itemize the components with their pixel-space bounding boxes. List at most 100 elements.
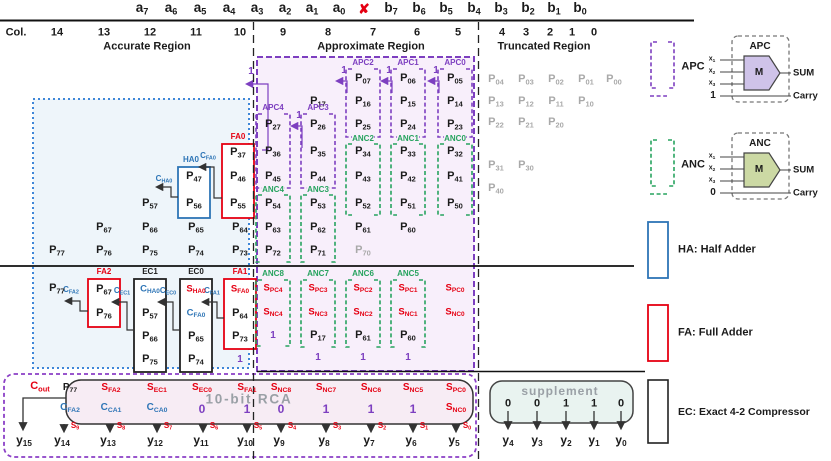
partial-product: P73 xyxy=(232,244,248,258)
partial-product: P54 xyxy=(265,197,281,211)
stage2-term: P67 xyxy=(96,283,112,297)
partial-product: P41 xyxy=(447,170,463,184)
stage2-term: P73 xyxy=(232,330,248,344)
module-const-label: 0 xyxy=(710,187,716,198)
output-bit-label: y2 xyxy=(560,432,572,449)
output-bit-label: y5 xyxy=(448,432,460,449)
sum-bit-label: S5 xyxy=(253,421,263,432)
stage2-term: SNC3 xyxy=(308,306,328,319)
legend-anc-bracket-label: ANC xyxy=(681,158,705,171)
operand-bit: b7 xyxy=(384,0,398,17)
col-label: Col. xyxy=(5,26,27,39)
partial-product: P74 xyxy=(188,244,204,258)
rca-input-bit: SEC0 xyxy=(192,382,212,395)
compressor-group-label: ANC8 xyxy=(262,269,284,278)
partial-product: P75 xyxy=(142,244,158,258)
cout-label: Cout xyxy=(30,380,50,394)
rca-input-bit: SFA1 xyxy=(237,382,257,395)
compressor-group-label: ANC2 xyxy=(352,134,374,143)
partial-product: P66 xyxy=(142,221,158,235)
rca-input-bit: 1 xyxy=(409,402,417,416)
output-bit-label: y11 xyxy=(193,432,209,449)
operand-bit: b6 xyxy=(412,0,426,17)
supplement-bit: 0 xyxy=(533,397,541,410)
partial-product: P10 xyxy=(578,95,594,109)
apc-module-title: APC xyxy=(749,41,771,52)
stage2-term: P17 xyxy=(310,329,326,343)
partial-product: P64 xyxy=(232,221,248,235)
carry-one: 1 xyxy=(386,65,392,76)
sum-bit-label: S8 xyxy=(116,421,126,432)
adder-box-label: FA0 xyxy=(230,132,246,141)
supplement-bit: 0 xyxy=(617,397,625,410)
partial-product: P20 xyxy=(548,116,564,130)
stage2-term: SPC3 xyxy=(308,282,328,295)
stage2-term: CHA0 xyxy=(140,283,160,296)
partial-product: P02 xyxy=(548,73,564,87)
stage2-term: SNC4 xyxy=(263,306,283,319)
carry-one: 1 xyxy=(248,66,254,77)
partial-product: P22 xyxy=(488,116,504,130)
partial-product: P01 xyxy=(578,73,594,87)
sum-bit-label: S0 xyxy=(462,421,472,432)
operand-bit: a3 xyxy=(250,0,264,17)
partial-product: P34 xyxy=(355,145,371,159)
partial-product: P42 xyxy=(400,170,416,184)
carry-label: CFA0 xyxy=(200,151,216,162)
rca-input-bit: 0 xyxy=(198,402,206,416)
compressor-group-label: APC4 xyxy=(262,103,284,112)
partial-product: P71 xyxy=(310,244,326,258)
compressor-group-label: APC0 xyxy=(444,58,466,67)
output-bit-label: y15 xyxy=(16,432,32,449)
stage2-term: SPC4 xyxy=(263,282,283,295)
stage2-term: 1 xyxy=(360,352,366,363)
partial-product: P03 xyxy=(518,73,534,87)
legend-fa-text: FA: Full Adder xyxy=(678,326,753,339)
partial-product: P70 xyxy=(355,244,371,258)
adder-box-label: EC1 xyxy=(142,267,158,276)
carry-one: 1 xyxy=(296,110,302,121)
rca-input-bit: SNC6 xyxy=(360,382,382,395)
rca-input-bit: 0 xyxy=(277,402,285,416)
stage2-term: P65 xyxy=(188,330,204,344)
carry-label: CHA0 xyxy=(155,174,173,185)
stage2-term: 1 xyxy=(405,352,411,363)
partial-product: P35 xyxy=(310,145,326,159)
column-number: 10 xyxy=(233,26,247,39)
rca-input-bit: SNC7 xyxy=(315,382,337,395)
apc-carry-label: Carry xyxy=(793,90,818,102)
partial-product: P15 xyxy=(400,95,416,109)
compressor-group-label: ANC1 xyxy=(397,134,419,143)
column-number: 1 xyxy=(568,26,576,39)
compressor-group-label: ANC7 xyxy=(307,269,329,278)
partial-product: P33 xyxy=(400,145,416,159)
stage2-term: P75 xyxy=(142,353,158,367)
column-number: 5 xyxy=(454,26,462,39)
compressor-group-label: ANC6 xyxy=(352,269,374,278)
output-bit-label: y0 xyxy=(615,432,627,449)
carry-one: 1 xyxy=(341,65,347,76)
apc-sum-label: SUM xyxy=(793,67,815,79)
column-number: 4 xyxy=(498,26,506,39)
column-number: 14 xyxy=(50,26,64,39)
partial-product: P53 xyxy=(310,197,326,211)
module-input-label: x3 xyxy=(708,79,716,88)
output-bit-label: y8 xyxy=(318,432,330,449)
column-number: 12 xyxy=(143,26,157,39)
partial-product: P25 xyxy=(355,118,371,132)
stage2-term: SHA0 xyxy=(186,283,206,296)
operand-bit: b1 xyxy=(547,0,561,17)
partial-product: P05 xyxy=(447,72,463,86)
module-input-label: x2 xyxy=(708,67,716,76)
column-number: 11 xyxy=(190,26,202,39)
sum-bit-label: S6 xyxy=(209,421,219,432)
stage2-term: P57 xyxy=(142,307,158,321)
stage2-term: P77 xyxy=(49,282,65,296)
partial-product: P55 xyxy=(230,197,246,211)
partial-product: P76 xyxy=(96,244,112,258)
compressor-group-label: ANC0 xyxy=(444,134,466,143)
sum-bit-label: S9 xyxy=(70,421,80,432)
module-const-label: 1 xyxy=(710,90,716,101)
stage2-term: SNC1 xyxy=(398,306,418,319)
